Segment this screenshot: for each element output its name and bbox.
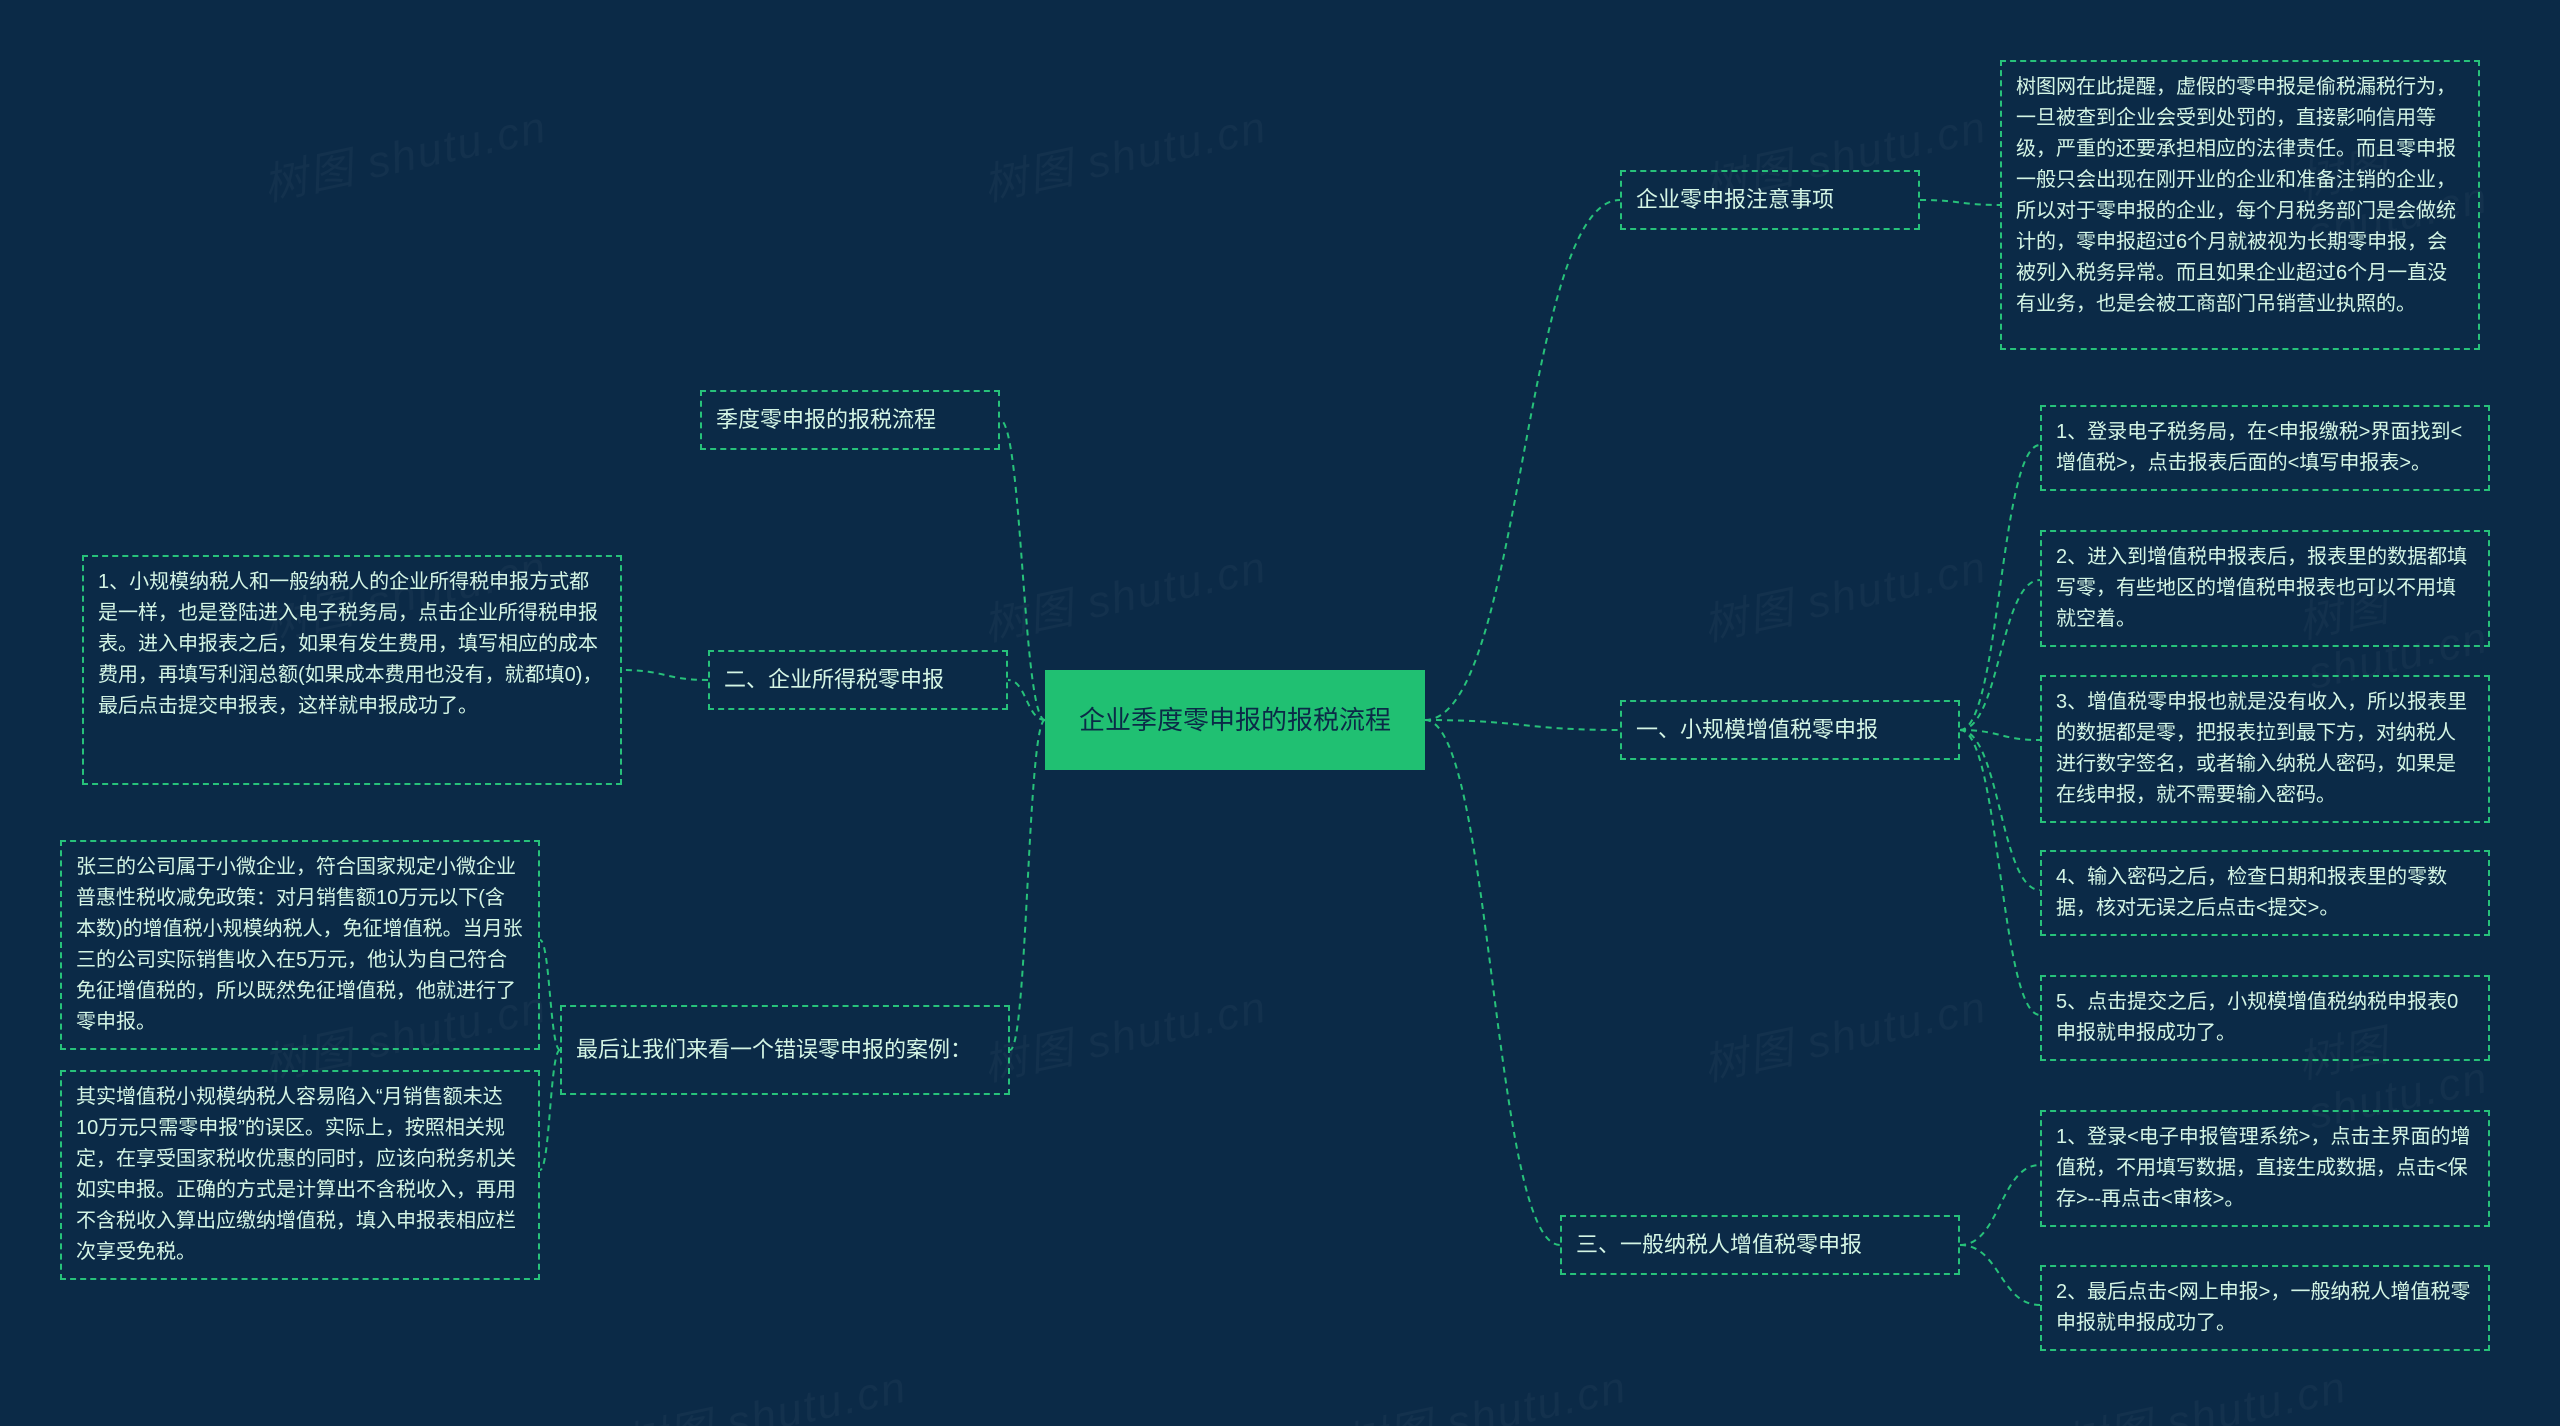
leaf-text: 其实增值税小规模纳税人容易陷入“月销售额未达10万元只需零申报”的误区。实际上，… [76,1086,516,1263]
branch-label: 季度零申报的报税流程 [716,403,936,437]
watermark: 树图 shutu.cn [616,1351,912,1426]
branch-l3: 最后让我们来看一个错误零申报的案例： [560,1005,1010,1095]
leaf-r2-4: 5、点击提交之后，小规模增值税纳税申报表0申报就申报成功了。 [2040,975,2490,1061]
branch-label: 二、企业所得税零申报 [724,663,944,697]
watermark: 树图 shutu.cn [1696,531,1992,654]
watermark: 树图 shutu.cn [976,531,1272,654]
leaf-text: 4、输入密码之后，检查日期和报表里的零数据，核对无误之后点击<提交>。 [2056,866,2447,919]
leaf-r2-0: 1、登录电子税务局，在<申报缴税>界面找到<增值税>，点击报表后面的<填写申报表… [2040,405,2490,491]
leaf-r1-0: 树图网在此提醒，虚假的零申报是偷税漏税行为，一旦被查到企业会受到处罚的，直接影响… [2000,60,2480,350]
leaf-l2-0: 1、小规模纳税人和一般纳税人的企业所得税申报方式都是一样，也是登陆进入电子税务局… [82,555,622,785]
watermark: 树图 shutu.cn [976,91,1272,214]
leaf-r2-2: 3、增值税零申报也就是没有收入，所以报表里的数据都是零，把报表拉到最下方，对纳税… [2040,675,2490,823]
root-node: 企业季度零申报的报税流程 [1045,670,1425,770]
leaf-r3-0: 1、登录<电子申报管理系统>，点击主界面的增值税，不用填写数据，直接生成数据，点… [2040,1110,2490,1227]
leaf-r2-3: 4、输入密码之后，检查日期和报表里的零数据，核对无误之后点击<提交>。 [2040,850,2490,936]
leaf-text: 2、进入到增值税申报表后，报表里的数据都填写零，有些地区的增值税申报表也可以不用… [2056,546,2467,630]
branch-label: 一、小规模增值税零申报 [1636,713,1878,747]
leaf-text: 5、点击提交之后，小规模增值税纳税申报表0申报就申报成功了。 [2056,991,2458,1044]
leaf-text: 3、增值税零申报也就是没有收入，所以报表里的数据都是零，把报表拉到最下方，对纳税… [2056,691,2467,806]
mindmap-canvas: 树图 shutu.cn 树图 shutu.cn 树图 shutu.cn 树图 shut… [0,0,2560,1426]
branch-label: 最后让我们来看一个错误零申报的案例： [576,1033,972,1067]
watermark: 树图 shutu.cn [976,971,1272,1094]
root-label: 企业季度零申报的报税流程 [1079,701,1391,740]
leaf-l3-1: 其实增值税小规模纳税人容易陷入“月销售额未达10万元只需零申报”的误区。实际上，… [60,1070,540,1280]
watermark: 树图 shutu.cn [1696,971,1992,1094]
leaf-text: 1、登录<电子申报管理系统>，点击主界面的增值税，不用填写数据，直接生成数据，点… [2056,1126,2470,1210]
branch-l1: 季度零申报的报税流程 [700,390,1000,450]
leaf-text: 2、最后点击<网上申报>，一般纳税人增值税零申报就申报成功了。 [2056,1281,2470,1334]
branch-label: 企业零申报注意事项 [1636,183,1834,217]
leaf-r3-1: 2、最后点击<网上申报>，一般纳税人增值税零申报就申报成功了。 [2040,1265,2490,1351]
branch-l2: 二、企业所得税零申报 [708,650,1008,710]
leaf-text: 树图网在此提醒，虚假的零申报是偷税漏税行为，一旦被查到企业会受到处罚的，直接影响… [2016,76,2456,315]
leaf-text: 张三的公司属于小微企业，符合国家规定小微企业普惠性税收减免政策：对月销售额10万… [76,856,523,1033]
branch-r3: 三、一般纳税人增值税零申报 [1560,1215,1960,1275]
leaf-text: 1、登录电子税务局，在<申报缴税>界面找到<增值税>，点击报表后面的<填写申报表… [2056,421,2462,474]
branch-r1: 企业零申报注意事项 [1620,170,1920,230]
watermark: 树图 shutu.cn [2056,1351,2352,1426]
leaf-r2-1: 2、进入到增值税申报表后，报表里的数据都填写零，有些地区的增值税申报表也可以不用… [2040,530,2490,647]
watermark: 树图 shutu.cn [256,91,552,214]
leaf-l3-0: 张三的公司属于小微企业，符合国家规定小微企业普惠性税收减免政策：对月销售额10万… [60,840,540,1050]
branch-r2: 一、小规模增值税零申报 [1620,700,1960,760]
watermark: 树图 shutu.cn [1336,1351,1632,1426]
leaf-text: 1、小规模纳税人和一般纳税人的企业所得税申报方式都是一样，也是登陆进入电子税务局… [98,571,602,717]
branch-label: 三、一般纳税人增值税零申报 [1576,1228,1862,1262]
